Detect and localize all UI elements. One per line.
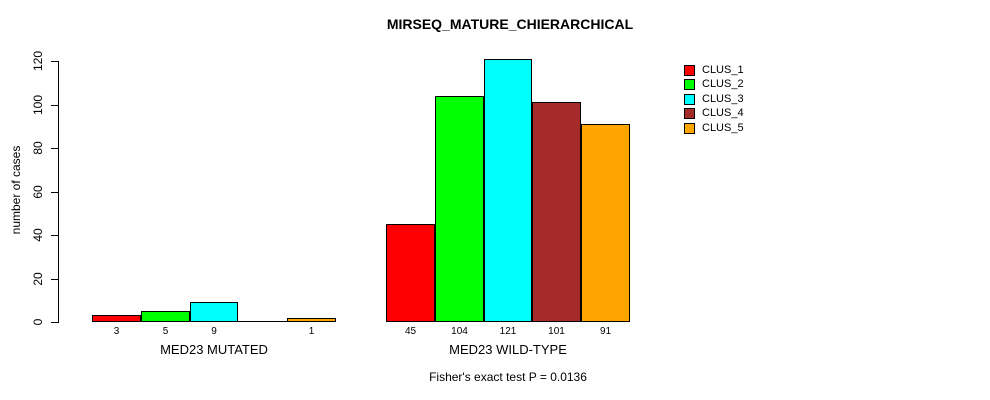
x-axis-group-label: MED23 MUTATED bbox=[160, 342, 268, 357]
bar bbox=[190, 302, 238, 322]
y-axis-tick-label: 0 bbox=[31, 318, 45, 326]
y-axis-label: number of cases bbox=[9, 145, 23, 235]
y-axis-tick bbox=[51, 235, 58, 236]
chart-title: MIRSEQ_MATURE_CHIERARCHICAL bbox=[386, 16, 634, 32]
legend-swatch bbox=[684, 94, 695, 105]
bar-zero-line bbox=[238, 321, 287, 322]
y-axis-tick-label: 120 bbox=[31, 50, 45, 72]
bar bbox=[141, 311, 190, 322]
bar bbox=[92, 315, 141, 322]
bar-value-label: 121 bbox=[499, 326, 517, 337]
bar bbox=[581, 124, 630, 322]
y-axis-tick bbox=[51, 148, 58, 149]
bar-value-label: 3 bbox=[113, 326, 120, 337]
y-axis-tick bbox=[51, 279, 58, 280]
legend-item-label: CLUS_2 bbox=[702, 78, 744, 90]
y-axis-tick-label: 80 bbox=[31, 141, 45, 155]
legend-swatch bbox=[684, 123, 695, 134]
bar-value-label: 101 bbox=[548, 326, 565, 337]
y-axis-tick bbox=[51, 192, 58, 193]
legend-item-label: CLUS_5 bbox=[702, 122, 744, 134]
legend-item-label: CLUS_4 bbox=[702, 107, 744, 119]
bar-value-label: 45 bbox=[404, 326, 417, 337]
bar-value-label: 9 bbox=[211, 326, 217, 337]
legend-swatch bbox=[684, 108, 695, 119]
bar-value-label: 1 bbox=[308, 326, 315, 337]
y-axis-tick-label: 60 bbox=[31, 185, 45, 199]
y-axis-tick-label: 20 bbox=[31, 272, 45, 286]
y-axis-tick bbox=[51, 105, 58, 106]
legend-swatch bbox=[684, 79, 695, 90]
x-axis-group-label: MED23 WILD-TYPE bbox=[449, 342, 567, 357]
bar-value-label: 5 bbox=[162, 326, 169, 337]
legend-swatch bbox=[684, 65, 695, 76]
bar-value-label: 91 bbox=[599, 326, 612, 337]
y-axis-tick bbox=[51, 61, 58, 62]
y-axis-tick-label: 100 bbox=[31, 94, 45, 116]
bar bbox=[532, 102, 581, 322]
bar-value-label: 104 bbox=[451, 326, 468, 337]
y-axis-tick-label: 40 bbox=[31, 228, 45, 242]
bar bbox=[386, 224, 435, 322]
y-axis-line bbox=[58, 61, 59, 323]
bar bbox=[287, 318, 336, 322]
annotation-text: Fisher's exact test P = 0.0136 bbox=[429, 370, 587, 384]
y-axis-tick bbox=[51, 322, 58, 323]
bar bbox=[484, 59, 532, 322]
bar bbox=[435, 96, 484, 322]
legend-item-label: CLUS_1 bbox=[702, 64, 744, 76]
legend-item-label: CLUS_3 bbox=[702, 93, 744, 105]
